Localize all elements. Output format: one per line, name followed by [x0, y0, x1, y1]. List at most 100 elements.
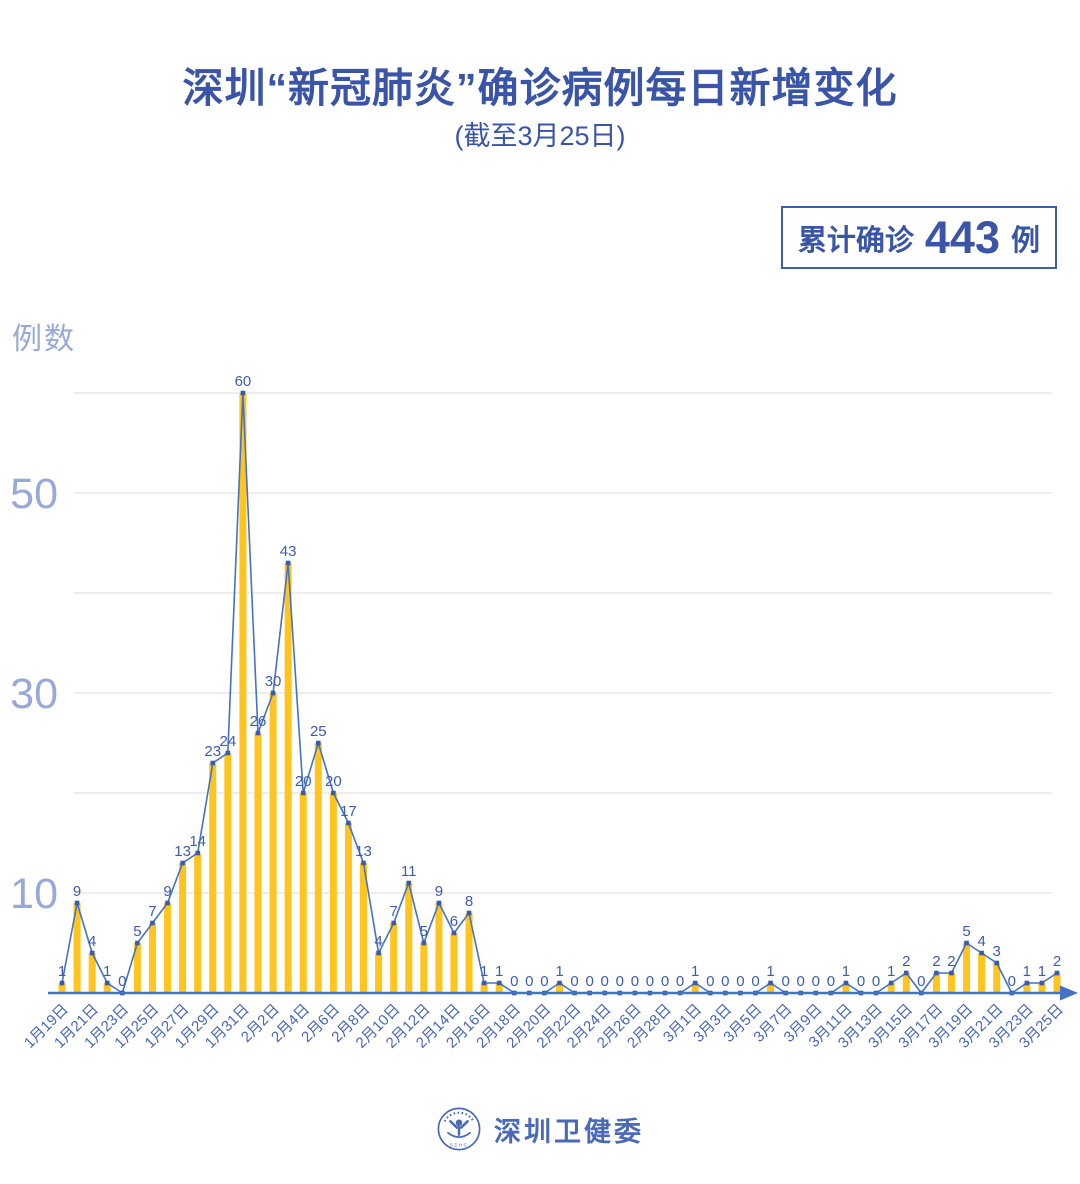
- value-label: 24: [219, 733, 236, 750]
- value-label: 9: [163, 883, 171, 900]
- value-label: 0: [646, 973, 654, 990]
- y-axis-title: 例数: [12, 323, 76, 356]
- page-subtitle: (截至3月25日): [454, 121, 626, 151]
- value-label: 4: [374, 933, 382, 950]
- bar: [1038, 983, 1046, 993]
- bar: [299, 793, 307, 993]
- value-label: 0: [706, 973, 714, 990]
- bar: [495, 983, 503, 993]
- data-point: [74, 900, 80, 906]
- bar: [164, 903, 172, 993]
- bar: [284, 563, 292, 993]
- emblem-ring: [437, 1107, 481, 1151]
- value-label: 0: [917, 973, 925, 990]
- footer: SZHC 深圳卫健委: [0, 1106, 1080, 1152]
- data-point: [1024, 980, 1030, 986]
- data-point: [391, 920, 396, 926]
- y-tick-labels: 10 30 50: [10, 470, 58, 918]
- bar: [450, 933, 458, 993]
- data-point: [104, 980, 110, 986]
- value-label: 0: [525, 973, 533, 990]
- data-point: [903, 970, 909, 976]
- data-point: [768, 980, 773, 986]
- value-label: 13: [174, 843, 191, 860]
- value-label: 9: [435, 883, 443, 900]
- value-label: 17: [340, 803, 357, 820]
- bar: [73, 903, 81, 993]
- data-point: [934, 970, 939, 976]
- data-point: [135, 940, 140, 946]
- bar: [691, 983, 699, 993]
- data-point: [964, 940, 969, 946]
- data-point: [406, 880, 412, 886]
- bar: [375, 953, 383, 993]
- bar: [480, 983, 488, 993]
- badge-unit: 例: [1010, 224, 1040, 257]
- value-label: 43: [280, 543, 297, 560]
- data-point: [59, 980, 65, 986]
- bar: [887, 983, 895, 993]
- data-point: [361, 860, 366, 866]
- emblem-ring-text: [443, 1111, 475, 1122]
- value-label: 2: [1053, 953, 1061, 970]
- value-label: 13: [355, 843, 372, 860]
- bar: [133, 943, 141, 993]
- data-point: [270, 690, 276, 696]
- data-point: [1054, 970, 1060, 976]
- data-point: [376, 950, 381, 956]
- value-label: 60: [235, 373, 252, 390]
- value-label: 0: [661, 973, 669, 990]
- value-label: 0: [1008, 973, 1016, 990]
- y-tick-label: 10: [10, 870, 58, 918]
- value-label: 1: [842, 963, 850, 980]
- bar: [179, 863, 187, 993]
- bar: [932, 973, 940, 993]
- data-point: [496, 980, 502, 986]
- value-labels: 1941057913142324602630432025201713471159…: [58, 373, 1061, 990]
- data-point: [225, 750, 231, 756]
- bar: [947, 973, 955, 993]
- value-label: 0: [872, 973, 880, 990]
- bar: [978, 953, 986, 993]
- bar: [58, 983, 66, 993]
- value-label: 1: [887, 963, 895, 980]
- value-label: 0: [676, 973, 684, 990]
- bar: [902, 973, 910, 993]
- data-point: [89, 950, 95, 956]
- value-label: 5: [133, 923, 141, 940]
- value-label: 0: [751, 973, 759, 990]
- bar: [963, 943, 971, 993]
- bars-series: [58, 393, 1061, 993]
- value-label: 8: [465, 893, 473, 910]
- emblem-letters: SZHC: [450, 1143, 469, 1149]
- data-point: [331, 790, 336, 796]
- value-label: 11: [401, 863, 417, 880]
- data-point: [150, 920, 155, 926]
- value-label: 0: [585, 973, 593, 990]
- value-label: 1: [58, 963, 66, 980]
- value-label: 1: [480, 963, 488, 980]
- value-label: 5: [962, 923, 970, 940]
- data-point: [255, 730, 261, 736]
- value-label: 14: [189, 833, 206, 850]
- value-label: 2: [947, 953, 955, 970]
- cumulative-total-badge: 累计确诊 443 例: [780, 206, 1057, 269]
- value-label: 2: [932, 953, 940, 970]
- data-point: [451, 930, 457, 936]
- value-label: 0: [812, 973, 820, 990]
- value-label: 0: [721, 973, 729, 990]
- data-point: [180, 860, 185, 866]
- value-label: 0: [797, 973, 805, 990]
- data-point: [210, 760, 216, 766]
- gridlines: [74, 392, 1052, 894]
- data-point: [1039, 980, 1045, 986]
- value-label: 1: [555, 963, 563, 980]
- bar: [269, 693, 277, 993]
- page-title: 深圳“新冠肺炎”确诊病例每日新增变化: [182, 65, 898, 111]
- data-point: [346, 820, 351, 826]
- data-point: [240, 390, 246, 396]
- bar: [194, 853, 202, 993]
- bar: [405, 883, 413, 993]
